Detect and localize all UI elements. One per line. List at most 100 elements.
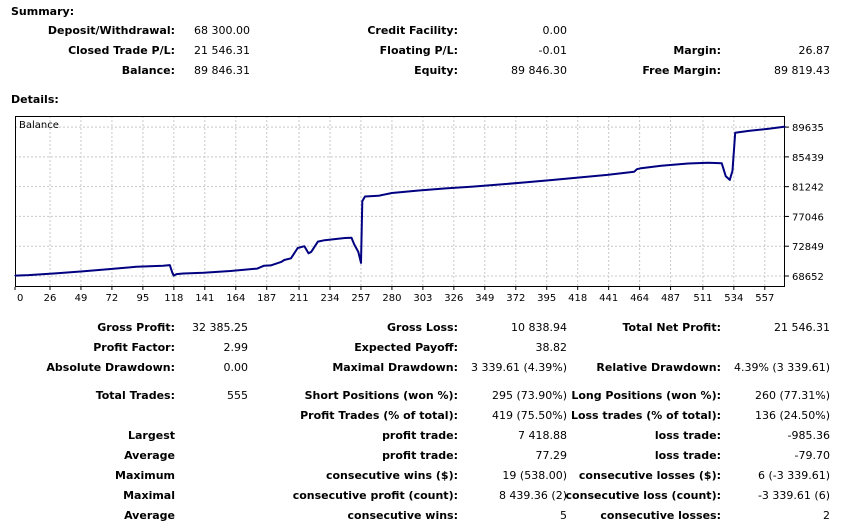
y-tick-label: 72849 — [792, 242, 824, 253]
balance-point — [175, 273, 178, 275]
detail-label-col1: Maximal — [123, 489, 175, 502]
margin-label: Margin: — [673, 44, 721, 57]
y-tick-label: 89635 — [792, 123, 824, 134]
balance-point — [499, 183, 501, 186]
detail-value-col2: 19 (538.00) — [502, 469, 567, 482]
y-tick-label: 85439 — [792, 153, 824, 164]
detail-label-col3: Relative Drawdown: — [596, 361, 721, 374]
balance-point — [552, 179, 555, 181]
equity-value: 89 846.30 — [511, 64, 567, 77]
balance-point — [660, 165, 662, 167]
details-row: Average consecutive wins: 5 consecutive los… — [0, 508, 855, 524]
detail-label-col1: Average — [124, 449, 175, 462]
detail-label-col3: Long Positions (won %): — [571, 389, 721, 402]
y-tick-label: 77046 — [792, 212, 824, 223]
detail-label-col3: Loss trades (% of total): — [570, 409, 721, 422]
detail-value-col2: 77.29 — [535, 449, 568, 462]
detail-value-col2: 38.82 — [535, 341, 568, 354]
detail-label-col1: Profit Factor: — [93, 341, 175, 354]
balance-point — [135, 266, 137, 268]
x-tick-label: 557 — [755, 293, 774, 304]
detail-value-col1: 0.00 — [223, 361, 249, 374]
margin-value: 26.87 — [798, 44, 831, 57]
balance-point — [310, 251, 312, 253]
deposit-value: 68 300.00 — [194, 24, 250, 37]
balance-point — [324, 239, 326, 241]
detail-value-col3: -985.36 — [787, 429, 830, 442]
x-tick-label: 464 — [630, 293, 649, 304]
summary-title: Summary: — [11, 5, 75, 18]
detail-label-col1: Average — [124, 509, 175, 522]
balance-point — [748, 130, 750, 132]
balance-point — [768, 128, 770, 130]
x-tick-label: 418 — [568, 293, 587, 304]
x-tick-label: 303 — [413, 293, 432, 304]
balance-point — [263, 265, 265, 267]
detail-label-col2: Short Positions (won %): — [304, 389, 458, 402]
free-margin-value: 89 819.43 — [774, 64, 830, 77]
balance-point — [14, 275, 16, 277]
x-tick-label: 26 — [44, 293, 57, 304]
balance-point — [27, 274, 30, 276]
detail-label-col2: Gross Loss: — [387, 321, 458, 334]
x-tick-label: 0 — [17, 293, 23, 304]
balance-point — [636, 168, 638, 170]
x-tick-label: 72 — [106, 293, 119, 304]
x-tick-label: 164 — [226, 293, 245, 304]
x-tick-label: 257 — [351, 293, 370, 304]
details-row: Gross Profit: 32 385.25 Gross Loss: 10 838.… — [0, 320, 855, 336]
detail-value-col3: 21 546.31 — [774, 321, 830, 334]
balance-point — [173, 275, 175, 277]
summary-row-3: Balance: 89 846.31 Equity: 89 846.30 Fre… — [0, 63, 855, 79]
balance-point — [280, 261, 283, 263]
x-tick-label: 441 — [599, 293, 618, 304]
credit-label: Credit Facility: — [367, 24, 458, 37]
detail-label-col1: Gross Profit: — [97, 321, 175, 334]
balance-point — [445, 187, 447, 189]
chart-frame — [15, 116, 785, 287]
balance-point — [283, 259, 285, 261]
balance-point — [303, 245, 306, 247]
balance-point — [169, 264, 171, 266]
x-tick-label: 141 — [195, 293, 214, 304]
balance-point — [162, 265, 164, 267]
balance-point — [734, 132, 736, 134]
balance-point — [307, 252, 310, 254]
balance-point — [297, 247, 299, 249]
detail-value-col3: 4.39% (3 339.61) — [733, 361, 830, 374]
x-tick-label: 395 — [537, 293, 556, 304]
balance-point — [606, 174, 608, 176]
details-row: Average profit trade: 77.29 loss trade: -79.… — [0, 448, 855, 464]
detail-value-col3: 260 (77.31%) — [754, 389, 830, 402]
balance-point — [149, 265, 151, 267]
x-tick-label: 534 — [724, 293, 743, 304]
detail-value-col2: 8 439.36 (2) — [498, 489, 567, 502]
balance-point — [633, 171, 635, 173]
detail-label-col2: Profit Trades (% of total): — [300, 409, 458, 422]
detail-label-col2: profit trade: — [382, 449, 458, 462]
detail-value-col2: 10 838.94 — [511, 321, 567, 334]
summary-row-2: Closed Trade P/L: 21 546.31 Floating P/L… — [0, 43, 855, 59]
detail-label-col3: consecutive losses: — [600, 509, 721, 522]
detail-label-col3: loss trade: — [654, 429, 721, 442]
balance-line — [14, 125, 786, 277]
balance-point — [525, 181, 528, 183]
balance-point — [229, 270, 231, 272]
balance-point — [472, 185, 474, 188]
balance-chart-svg: 0 26 49 72 95 118 141 164 187 211 234 257 280 303 326 3… — [14, 116, 824, 304]
balance-point — [290, 257, 292, 259]
details-title: Details: — [11, 93, 59, 106]
balance-point — [391, 192, 393, 194]
balance-point — [731, 170, 734, 172]
balance-point — [784, 126, 786, 128]
detail-value-col3: -3 339.61 (6) — [757, 489, 830, 502]
detail-label-col3: consecutive losses ($): — [578, 469, 721, 482]
x-tick-label: 118 — [164, 293, 183, 304]
x-tick-label: 95 — [137, 293, 150, 304]
floating-pl-label: Floating P/L: — [379, 44, 458, 57]
x-tick-label: 234 — [320, 293, 339, 304]
balance-point — [202, 272, 205, 274]
balance-point — [721, 162, 723, 164]
balance-chart: 0 26 49 72 95 118 141 164 187 211 234 257 280 303 326 3… — [14, 116, 824, 304]
closed-pl-label: Closed Trade P/L: — [68, 44, 175, 57]
